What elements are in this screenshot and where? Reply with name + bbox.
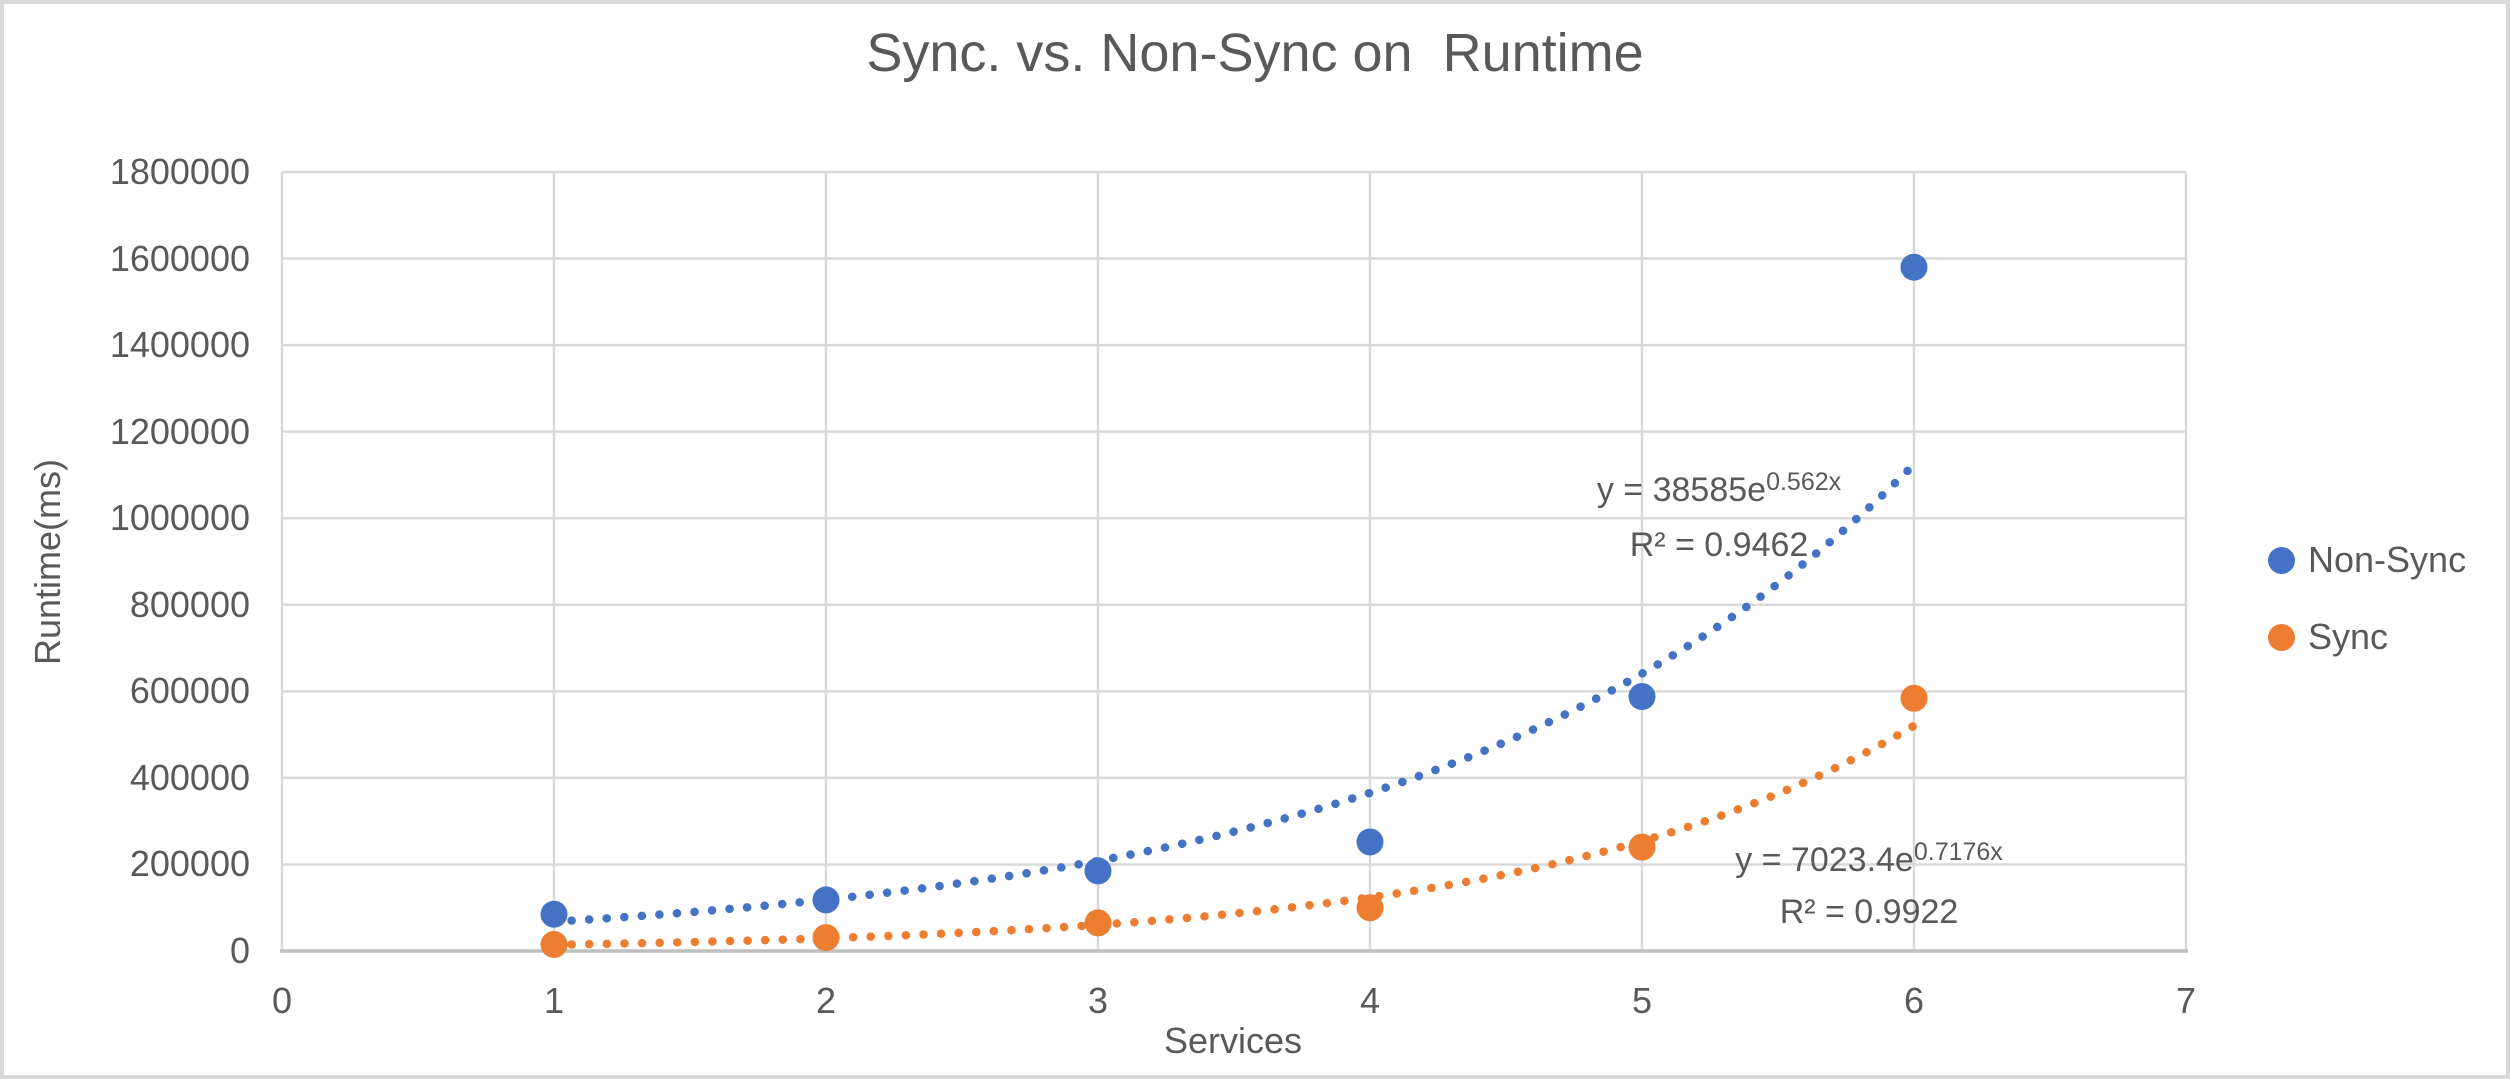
- y-tick-label: 0: [229, 930, 250, 971]
- y-tick-label: 800000: [129, 583, 250, 625]
- x-tick-label: 7: [2175, 980, 2197, 1021]
- legend: Non-Sync Sync: [2268, 538, 2466, 659]
- legend-label-non-sync: Non-Sync: [2308, 539, 2467, 580]
- y-tick-label: 1200000: [109, 410, 250, 452]
- trendline-equation-sync: y = 7023.4e0.7176x R² = 0.9922: [1689, 836, 2049, 937]
- y-tick-label: 600000: [129, 670, 250, 712]
- y-tick-label: 400000: [129, 756, 250, 798]
- legend-item-sync: Sync: [2268, 615, 2466, 659]
- trendline-r2-non-sync: R² = 0.9462: [1629, 526, 1809, 564]
- data-point-non-sync: [1900, 253, 1928, 281]
- data-point-sync: [540, 931, 568, 959]
- data-point-sync: [812, 924, 840, 952]
- x-tick-label: 6: [1903, 980, 1925, 1021]
- trendline-equation-non-sync-formula: y = 38585e0.562x: [1596, 467, 1842, 509]
- data-point-sync: [1084, 909, 1112, 937]
- plot-area: [280, 170, 2188, 959]
- data-point-sync: [1628, 833, 1656, 861]
- x-tick-label: 4: [1359, 980, 1381, 1021]
- data-point-non-sync: [812, 886, 840, 914]
- y-tick-label: 1600000: [109, 237, 250, 279]
- x-tick-label: 3: [1087, 980, 1109, 1021]
- data-point-non-sync: [1356, 828, 1384, 856]
- trendline-r2-sync: R² = 0.9922: [1779, 893, 1959, 931]
- trendline-non-sync: [549, 460, 1919, 926]
- legend-marker-sync-icon: [2268, 623, 2295, 651]
- x-tick-label: 0: [271, 980, 293, 1021]
- legend-item-non-sync: Non-Sync: [2268, 538, 2466, 582]
- trendline-sync: [549, 721, 1919, 950]
- y-tick-label: 1400000: [109, 324, 250, 366]
- x-tick-label: 1: [543, 980, 565, 1021]
- data-point-non-sync: [540, 900, 568, 928]
- x-axis-title: Services: [1163, 1020, 1303, 1061]
- x-tick-label: 2: [815, 980, 837, 1021]
- data-point-sync: [1900, 684, 1928, 712]
- chart-title: Sync. vs. Non-Sync on Runtime: [866, 23, 1644, 83]
- x-tick-label: 5: [1631, 980, 1653, 1021]
- y-tick-label: 200000: [129, 843, 250, 885]
- data-point-non-sync: [1628, 683, 1656, 711]
- y-tick-label: 1800000: [109, 151, 250, 192]
- data-point-sync: [1356, 894, 1384, 922]
- trendline-equation-non-sync: y = 38585e0.562x R² = 0.9462: [1539, 464, 1899, 571]
- legend-label-sync: Sync: [2308, 616, 2389, 657]
- trendline-equation-sync-formula: y = 7023.4e0.7176x: [1735, 837, 2003, 879]
- legend-marker-non-sync-icon: [2268, 546, 2295, 574]
- y-tick-label: 1000000: [109, 497, 250, 539]
- data-point-non-sync: [1084, 857, 1112, 885]
